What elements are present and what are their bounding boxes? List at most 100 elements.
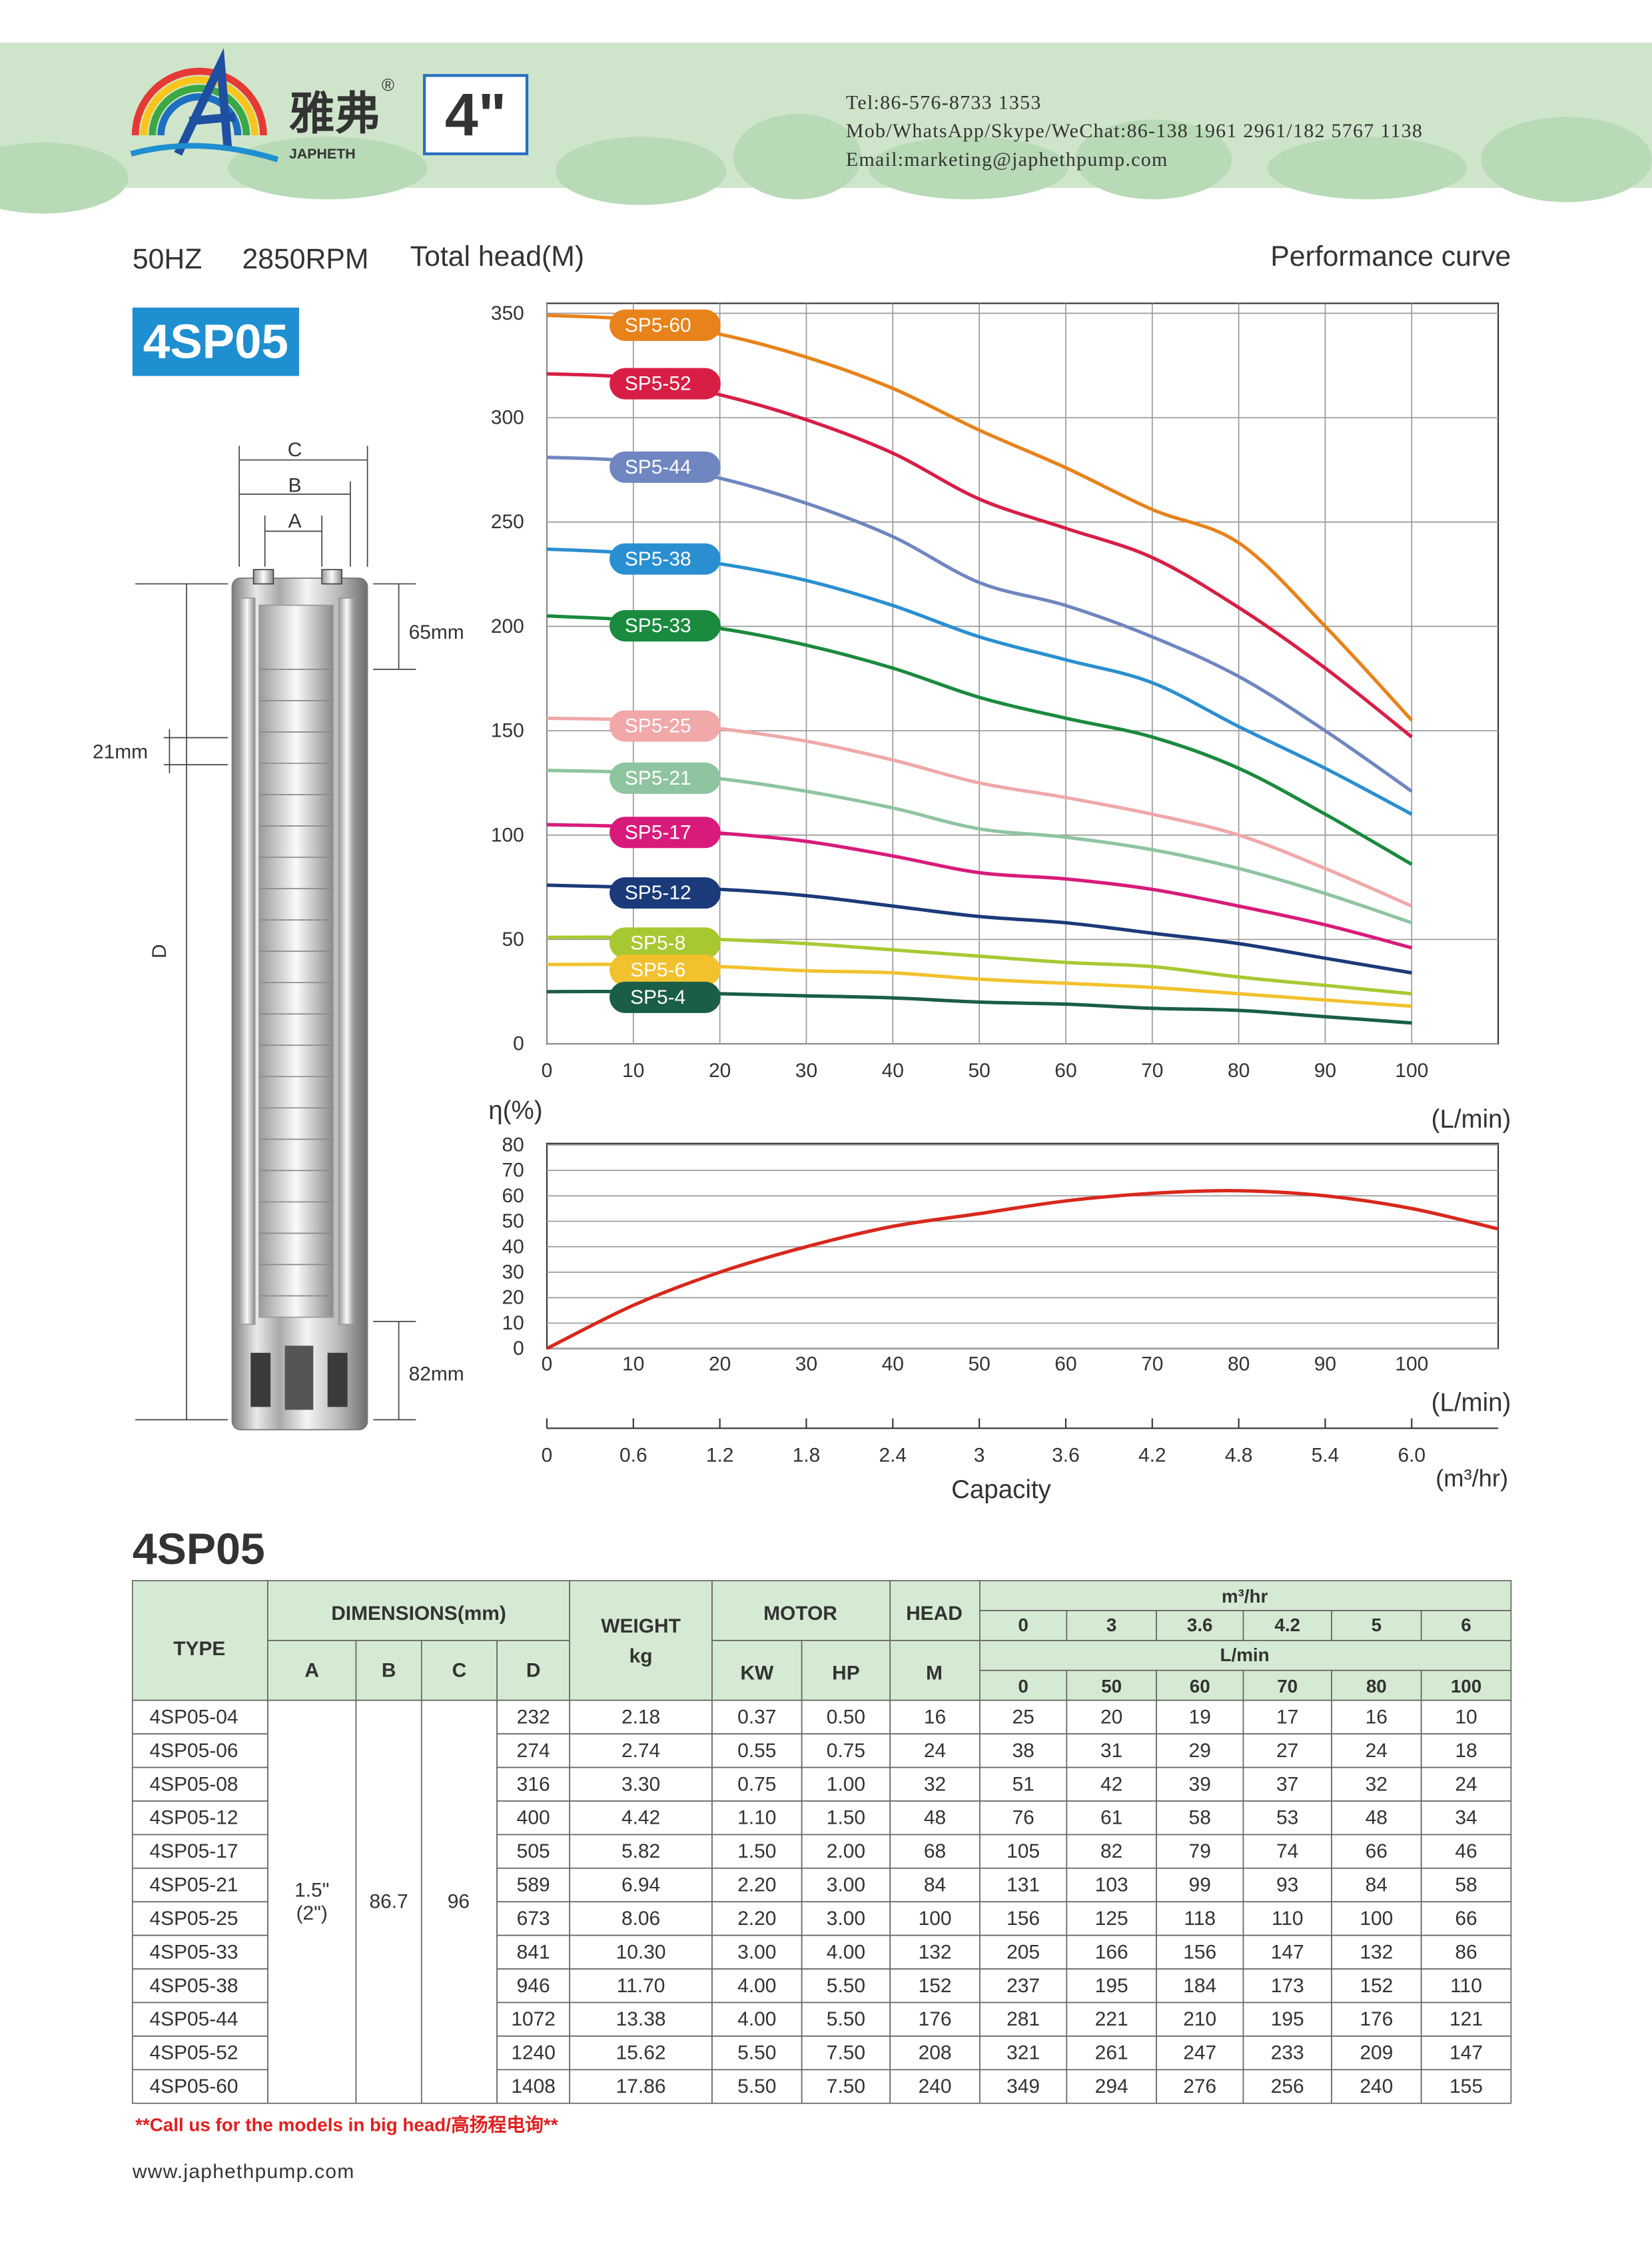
table-cell-text: 46: [1455, 1840, 1477, 1862]
table-cell-text: 208: [919, 2042, 952, 2064]
table-cell-text: 5.50: [827, 2008, 865, 2030]
header-cell: [1242, 1669, 1332, 1701]
y-axis-title: Total head(M): [410, 240, 584, 272]
table-cell: [131, 2002, 268, 2037]
x-tick-label: 3: [974, 1444, 985, 1466]
series-pill: [610, 762, 721, 794]
table-cell-text: 24: [1455, 1773, 1477, 1795]
table-cell: [1331, 2036, 1422, 2071]
table-cell-text: A: [304, 1659, 319, 1681]
table-cell-text: 100: [1451, 1676, 1481, 1696]
x-tick-label: 50: [968, 1060, 990, 1082]
table-cell-text: B: [382, 1659, 396, 1681]
y-tick-label: 150: [491, 720, 524, 742]
x-tick-label: 20: [709, 1353, 731, 1375]
x-tick-label: 0: [542, 1444, 553, 1466]
y-tick-label: 300: [491, 407, 524, 429]
table-cell-text: 673: [517, 1908, 550, 1930]
table-cell: [1242, 1834, 1332, 1869]
x-tick-label: 10: [622, 1353, 644, 1375]
table-cell: [131, 1766, 268, 1802]
table-cell-text: 4SP05-33: [149, 1941, 238, 1963]
legend-label: SP5-21: [625, 767, 691, 789]
legend-label: SP5-25: [625, 715, 691, 737]
table-cell: [1242, 1968, 1332, 2004]
table-cell-text: 70: [1277, 1676, 1298, 1696]
header-cell: [979, 1640, 1512, 1671]
table-cell-text: 96: [448, 1891, 470, 1913]
table-cell-text: 2.20: [737, 1874, 776, 1896]
table-cell: [131, 1968, 268, 2004]
table-cell: [1420, 2036, 1512, 2071]
table-cell-text: 0.55: [737, 1740, 776, 1762]
table-cell-text: 3.00: [827, 1908, 865, 1930]
table-cell: [1242, 1901, 1332, 1936]
table-cell-text: 274: [517, 1740, 550, 1762]
table-cell: [1420, 1834, 1512, 1869]
table-cell: [801, 1968, 891, 2004]
table-cell: [1242, 1867, 1332, 1903]
table-cell: [1331, 1901, 1422, 1936]
table-cell-text: 132: [1360, 1941, 1393, 1963]
table-cell-text: 166: [1095, 1941, 1128, 1963]
mobile: Mob/WhatsApp/Skype/WeChat:86-138 1961 29…: [846, 120, 1423, 142]
table-cell-text: 4SP05-06: [149, 1740, 238, 1762]
table-cell-text: HP: [832, 1663, 860, 1684]
table-cell-text: 0: [1018, 1676, 1028, 1696]
x-tick-label: 20: [709, 1060, 731, 1082]
table-cell-text: 110: [1272, 1908, 1304, 1930]
table-cell-text: 99: [1189, 1874, 1211, 1896]
table-cell-text: 1.50: [827, 1807, 865, 1829]
table-cell: [889, 1901, 981, 1936]
y-tick-label: 200: [491, 615, 524, 637]
table-cell: [979, 2002, 1068, 2037]
table-cell: [569, 1699, 713, 1734]
table-cell: [801, 1766, 891, 1802]
table-cell: [1242, 2002, 1332, 2037]
y-tick-label: 0: [513, 1337, 524, 1359]
legend-label: SP5-8: [630, 932, 685, 954]
table-cell-text: 237: [1007, 1975, 1040, 1997]
table-cell: [1242, 1733, 1332, 1768]
x-tick-label: 0: [542, 1060, 553, 1082]
table-cell-text: 184: [1183, 1975, 1216, 1997]
series-pill: [610, 927, 721, 959]
table-cell: [496, 1699, 571, 1734]
table-cell-text: 195: [1271, 2008, 1304, 2030]
table-cell: [496, 1766, 571, 1802]
logo: [130, 48, 279, 163]
efficiency-plot-frame: [546, 1142, 1499, 1349]
table-cell: [1420, 1901, 1512, 1936]
table-cell: [569, 2002, 713, 2037]
table-cell-text: 48: [1366, 1807, 1388, 1829]
table-cell-text: 16: [1366, 1706, 1388, 1728]
x-tick-label: 3.6: [1052, 1444, 1080, 1466]
table-cell-text: TYPE: [173, 1638, 225, 1660]
table-cell-text: 2.74: [621, 1740, 660, 1762]
table-cell-text: 210: [1183, 2008, 1216, 2030]
table-cell-text: 13.38: [616, 2008, 666, 2030]
series-pill: [610, 368, 721, 400]
table-cell: [1420, 1867, 1512, 1903]
table-cell-text: 2.00: [827, 1840, 865, 1862]
header-cell: [1066, 1669, 1157, 1701]
table-cell-text: 38: [1012, 1740, 1034, 1762]
header-cell: [801, 1640, 891, 1701]
table-cell-text: 5: [1372, 1615, 1382, 1635]
table-cell-text: 152: [919, 1975, 952, 1997]
x-tick-label: 0: [542, 1353, 553, 1375]
legend-label: SP5-52: [625, 373, 691, 395]
table-cell-text: 31: [1100, 1740, 1122, 1762]
table-cell: [1420, 1800, 1512, 1836]
table-cell: [979, 1968, 1068, 2004]
table-cell-text: 240: [1360, 2075, 1393, 2097]
header: 雅弗 ® JAPHETH 4" Tel:86-576-8733 1353 Mob…: [0, 43, 1652, 214]
table-cell-text: 32: [924, 1773, 946, 1795]
table-cell: [1420, 2069, 1512, 2104]
y-tick-label: 30: [502, 1261, 524, 1283]
table-cell: [1420, 1699, 1512, 1734]
table-cell-text: 1.50: [737, 1840, 776, 1862]
table-cell: [1066, 2002, 1157, 2037]
dim-d: D: [149, 944, 171, 958]
table-cell: [979, 1901, 1068, 1936]
